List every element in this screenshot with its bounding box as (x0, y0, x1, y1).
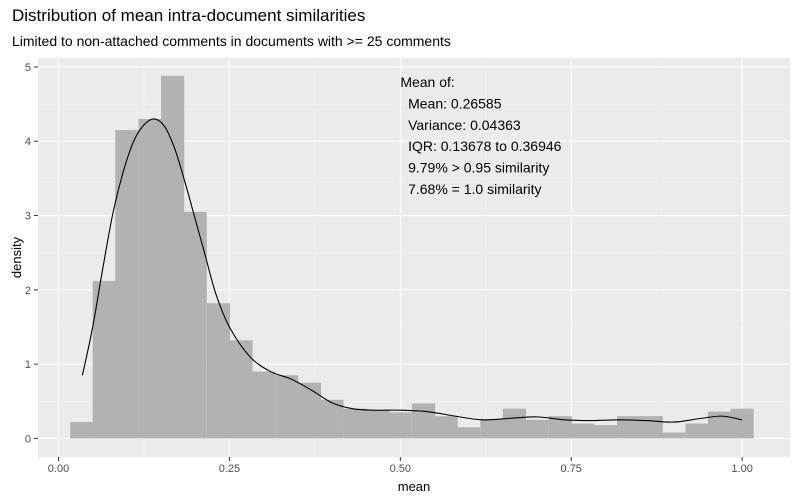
histogram-bar (730, 408, 754, 439)
histogram-bar (434, 416, 458, 439)
histogram-bar (297, 382, 321, 439)
x-axis: 0.00 0.25 0.50 0.75 1.00 (48, 457, 753, 475)
histogram-bar (251, 371, 276, 439)
y-axis-title: density (9, 236, 24, 278)
x-axis-title: mean (398, 479, 431, 494)
histogram-bar (502, 408, 527, 439)
histogram-bar (206, 303, 231, 439)
histogram-bar (480, 419, 504, 439)
y-tick-label: 3 (25, 211, 31, 223)
histogram-bar (388, 412, 412, 439)
annotation-line: Mean: 0.26585 (400, 95, 501, 111)
histogram-bar (229, 340, 253, 439)
histogram-bar (571, 423, 595, 439)
chart-title: Distribution of mean intra-document simi… (12, 6, 366, 25)
histogram-bar (662, 432, 686, 439)
x-tick-label: 0.00 (48, 463, 69, 475)
x-tick-label: 0.25 (219, 463, 240, 475)
annotation-line: 7.68% = 1.0 similarity (400, 181, 541, 197)
annotation-line: Variance: 0.04363 (400, 117, 521, 133)
histogram-bar (343, 408, 367, 439)
histogram-bar (411, 403, 436, 439)
density-curve (81, 118, 743, 423)
annotation-line: 9.79% > 0.95 similarity (400, 160, 549, 176)
histogram-bar (457, 427, 481, 439)
histogram-bar (548, 416, 572, 439)
histogram-bar (707, 411, 732, 439)
y-tick-label: 0 (25, 433, 31, 445)
histogram-bars (70, 75, 754, 439)
x-tick-label: 0.75 (561, 463, 582, 475)
histogram-bar (183, 211, 207, 439)
y-tick-label: 4 (25, 136, 31, 148)
histogram-bar (92, 280, 116, 439)
histogram-bar (138, 118, 162, 439)
histogram-bar (161, 75, 185, 439)
chart-subtitle: Limited to non-attached comments in docu… (12, 33, 451, 49)
annotation: Mean of: Mean: 0.26585 Variance: 0.04363… (400, 74, 561, 197)
histogram-bar (525, 419, 549, 439)
histogram-bar (366, 410, 390, 439)
annotation-line: Mean of: (400, 74, 454, 90)
histogram-bar (639, 416, 663, 439)
y-tick-label: 1 (25, 359, 31, 371)
histogram-bar (593, 425, 617, 439)
histogram-bar (115, 130, 139, 439)
x-tick-label: 0.50 (390, 463, 411, 475)
histogram-bar (70, 422, 94, 439)
y-tick-label: 2 (25, 285, 31, 297)
histogram-bar (617, 416, 641, 439)
x-tick-label: 1.00 (731, 463, 752, 475)
y-axis: 0 1 2 3 4 5 (25, 62, 38, 445)
histogram-bar (320, 399, 344, 439)
histogram-bar (685, 423, 709, 439)
annotation-line: IQR: 0.13678 to 0.36946 (400, 138, 561, 154)
y-tick-label: 5 (25, 62, 31, 74)
histogram-bar (275, 375, 299, 439)
